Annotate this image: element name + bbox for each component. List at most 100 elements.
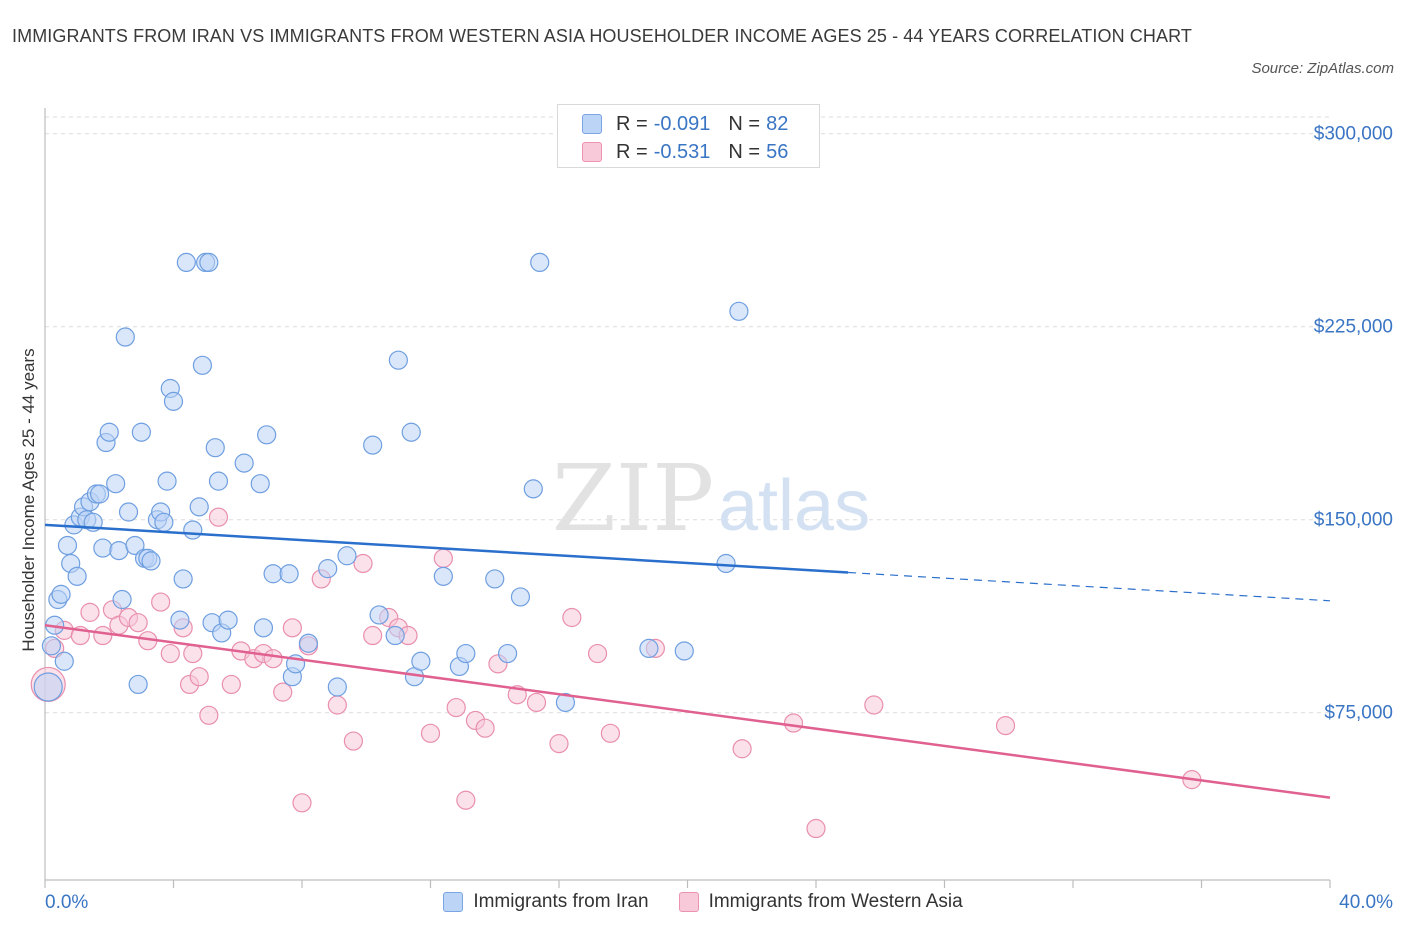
point-western-asia (183, 643, 203, 664)
legend-item-western-asia[interactable]: Immigrants from Western Asia (678, 887, 963, 917)
legend-label-iran: Immigrants from Iran (473, 891, 649, 912)
point-iran (67, 566, 87, 586)
legend-label-western-asia: Immigrants from Western Asia (708, 891, 963, 912)
point-iran (57, 535, 78, 556)
point-western-asia (80, 602, 100, 622)
point-iran (639, 638, 659, 659)
point-iran (41, 636, 62, 656)
legend-swatch-iran (443, 892, 464, 912)
point-western-asia (292, 793, 312, 813)
point-iran (250, 474, 270, 494)
x-tick-label: 0.0% (45, 892, 88, 913)
stats-n-label: N = (728, 140, 761, 163)
legend: Immigrants from Iran Immigrants from Wes… (0, 887, 1406, 917)
point-iran (433, 566, 453, 586)
stats-r-value: -0.531 (653, 140, 711, 163)
watermark: ZIP atlas (552, 445, 870, 552)
stats-n-value: 56 (766, 140, 789, 163)
point-iran (411, 651, 431, 671)
trend-line-western-asia (44, 624, 1331, 799)
point-iran (523, 479, 543, 499)
point-western-asia (208, 507, 229, 527)
y-tick-label: $225,000 (1314, 317, 1393, 338)
point-iran (337, 546, 357, 566)
x-tick-label: 40.0% (1339, 892, 1393, 913)
point-western-asia (221, 674, 241, 695)
point-western-asia (263, 649, 283, 669)
point-iran (218, 610, 238, 630)
point-iran (530, 252, 550, 272)
trend-lines (44, 523, 1331, 799)
point-iran (199, 252, 219, 272)
point-iran (33, 672, 63, 702)
point-iran (109, 541, 129, 561)
point-western-asia (199, 705, 219, 725)
point-iran (234, 453, 254, 473)
grid-lines (45, 116, 1330, 714)
point-iran (674, 641, 694, 661)
points-iran (33, 252, 749, 713)
point-iran (115, 327, 135, 347)
stats-box: R = -0.091 N = 82 R = -0.531 N = 56 (557, 104, 820, 168)
y-tick-label: $75,000 (1324, 703, 1393, 724)
point-western-asia (549, 734, 569, 754)
point-iran (170, 610, 190, 630)
point-western-asia (783, 713, 804, 733)
legend-swatch-western-asia (678, 892, 699, 912)
y-tick-label: $300,000 (1314, 124, 1393, 145)
point-iran (128, 674, 148, 695)
trend-line-iran (44, 523, 849, 574)
point-western-asia (128, 613, 148, 633)
stats-row-iran: R = -0.091 N = 82 (582, 111, 788, 137)
point-iran (154, 512, 174, 532)
point-iran (163, 391, 184, 411)
point-iran (189, 497, 209, 517)
point-western-asia (327, 695, 347, 715)
point-iran (401, 422, 421, 442)
x-tick-labels: 0.0% 40.0% (45, 892, 1393, 913)
stats-r-label: R = (616, 140, 648, 163)
point-iran (176, 252, 196, 272)
point-iran (257, 425, 277, 445)
point-iran (192, 355, 213, 375)
point-western-asia (160, 643, 180, 664)
point-iran (54, 651, 74, 671)
source-credit: Source: ZipAtlas.com (1251, 60, 1394, 77)
point-western-asia (420, 723, 441, 743)
point-iran (253, 618, 274, 638)
point-western-asia (353, 553, 373, 574)
point-western-asia (864, 695, 884, 715)
point-iran (555, 692, 576, 713)
stats-r-label: R = (616, 112, 648, 135)
stats-r-value: -0.091 (653, 112, 711, 135)
point-iran (263, 564, 283, 584)
point-western-asia (732, 739, 752, 759)
stats-n-value: 82 (766, 112, 789, 135)
point-iran (131, 422, 151, 442)
point-western-asia (600, 723, 621, 743)
point-iran (118, 502, 139, 522)
point-western-asia (587, 643, 608, 664)
point-iran (141, 551, 161, 571)
point-iran (318, 559, 338, 579)
point-iran (279, 564, 299, 584)
y-tick-labels: $75,000 $150,000 $225,000 $300,000 (1314, 124, 1393, 724)
stats-swatch-iran (582, 114, 602, 134)
point-western-asia (475, 718, 495, 738)
point-western-asia (526, 692, 547, 713)
point-western-asia (273, 682, 293, 702)
stats-swatch-western-asia (582, 142, 602, 162)
point-iran (125, 535, 145, 556)
point-western-asia (456, 790, 476, 810)
legend-item-iran[interactable]: Immigrants from Iran (443, 887, 649, 917)
y-tick-label: $150,000 (1314, 510, 1393, 531)
trend-line-iran-extension (848, 571, 1331, 602)
point-western-asia (343, 731, 363, 751)
point-western-asia (151, 592, 171, 612)
point-iran (369, 605, 389, 625)
point-western-asia (363, 625, 383, 646)
point-iran (729, 301, 749, 321)
point-western-asia (282, 618, 302, 638)
point-iran (327, 677, 347, 697)
